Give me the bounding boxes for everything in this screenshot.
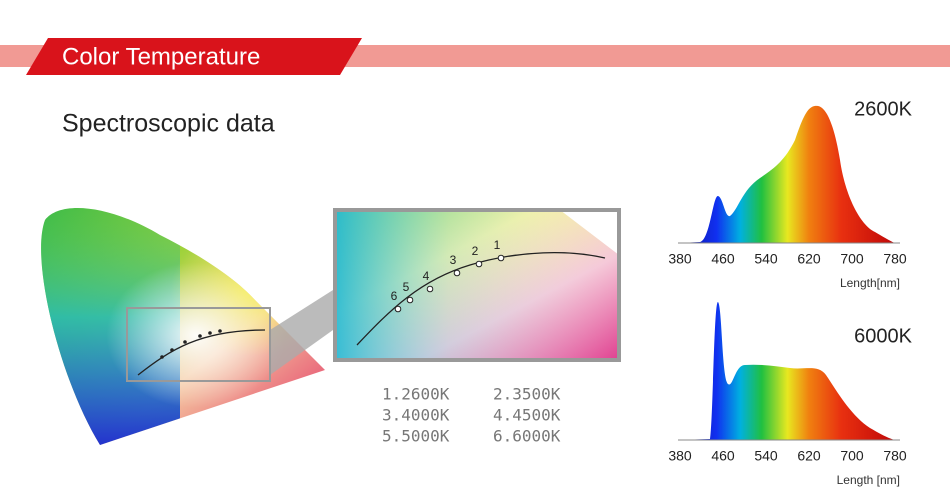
inset-point-label: 6 bbox=[391, 289, 398, 303]
tick-label: 380 bbox=[668, 448, 692, 464]
spectrum-6000k bbox=[678, 301, 900, 441]
tick-label: 620 bbox=[797, 251, 821, 267]
inset-point bbox=[453, 269, 461, 277]
inset-point-label: 1 bbox=[494, 238, 501, 252]
zoom-box bbox=[126, 307, 271, 382]
spectrum-label: 6000K bbox=[854, 325, 912, 347]
inset-point bbox=[426, 285, 434, 293]
spectrum-2600k bbox=[678, 105, 900, 244]
inset-point bbox=[497, 254, 505, 262]
zoom-connector bbox=[270, 290, 333, 375]
tick-label: 540 bbox=[754, 251, 778, 267]
header-tab bbox=[26, 38, 362, 75]
inset-point-label: 5 bbox=[403, 280, 410, 294]
inset-point bbox=[475, 260, 483, 268]
inset-point-label: 4 bbox=[423, 269, 430, 283]
legend-item: 2.3500K bbox=[493, 385, 561, 404]
inset-point-label: 2 bbox=[472, 244, 479, 258]
legend-item: 4.4500K bbox=[493, 406, 561, 425]
header-title: Color Temperature bbox=[62, 43, 260, 70]
tick-label: 700 bbox=[840, 251, 864, 267]
axis-label: Length[nm] bbox=[840, 276, 900, 290]
inset-point bbox=[394, 305, 402, 313]
tick-label: 380 bbox=[668, 251, 692, 267]
inset bbox=[333, 208, 621, 362]
legend-item: 1.2600K bbox=[382, 385, 450, 404]
axis-label: Length [nm] bbox=[837, 473, 900, 487]
tick-label: 700 bbox=[840, 448, 864, 464]
inset-point-label: 3 bbox=[450, 253, 457, 267]
spectrum-label: 2600K bbox=[854, 98, 912, 120]
planck-points bbox=[160, 329, 222, 359]
tick-label: 460 bbox=[711, 251, 735, 267]
tick-label: 780 bbox=[883, 448, 907, 464]
subtitle: Spectroscopic data bbox=[62, 110, 275, 138]
tick-label: 780 bbox=[883, 251, 907, 267]
legend-item: 6.6000K bbox=[493, 427, 561, 446]
tick-label: 460 bbox=[711, 448, 735, 464]
tick-label: 540 bbox=[754, 448, 778, 464]
tick-label: 620 bbox=[797, 448, 821, 464]
legend-item: 3.4000K bbox=[382, 406, 450, 425]
legend-item: 5.5000K bbox=[382, 427, 450, 446]
inset-point bbox=[406, 296, 414, 304]
planck-curve bbox=[137, 329, 266, 376]
